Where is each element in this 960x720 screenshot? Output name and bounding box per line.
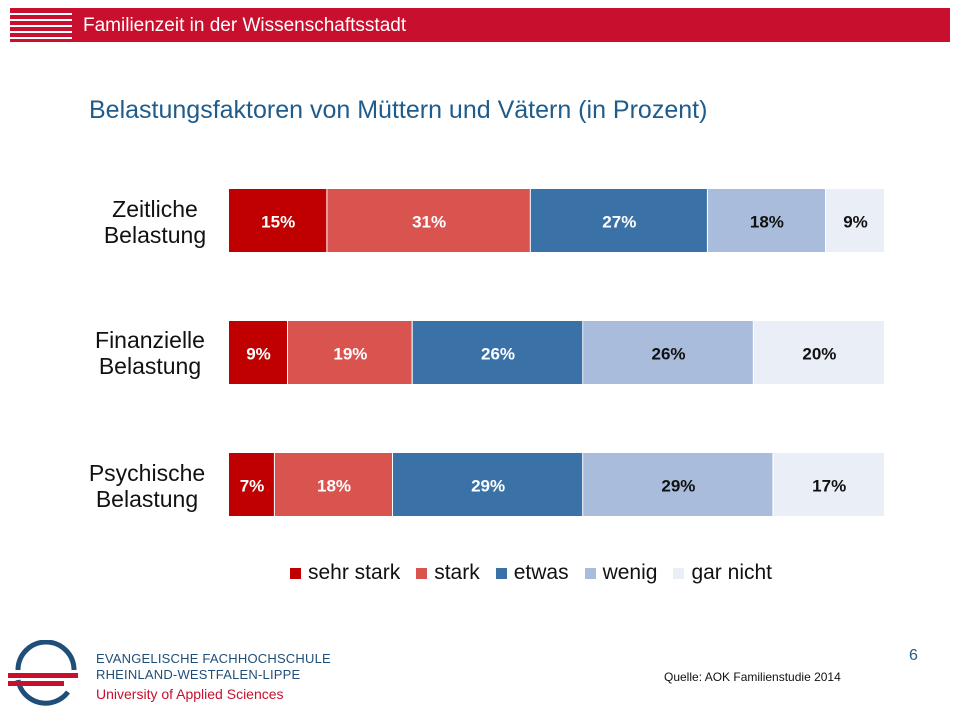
- bar-segment: [583, 321, 753, 384]
- bar-value-label: 17%: [812, 477, 846, 496]
- legend-swatch: [673, 567, 685, 579]
- bar-segment: [707, 189, 825, 252]
- bar-segment: [753, 321, 884, 384]
- legend-label: wenig: [602, 561, 658, 584]
- legend-item-gar-nicht: gar nicht: [673, 561, 772, 585]
- category-label-line: Psychische: [88, 460, 206, 486]
- bar-value-label: 29%: [661, 477, 695, 496]
- institution-name-line2: RHEINLAND-WESTFALEN-LIPPE: [96, 667, 301, 682]
- category-label-line: Belastung: [95, 486, 199, 512]
- bar-value-label: 20%: [802, 345, 836, 364]
- bar-value-label: 19%: [333, 345, 367, 364]
- legend-label: sehr stark: [308, 561, 401, 584]
- bar-value-label: 9%: [246, 345, 271, 364]
- header-lines-decoration: [10, 13, 72, 39]
- legend-item-sehr-stark: sehr stark: [290, 561, 400, 585]
- bar-segment: [288, 321, 412, 384]
- institution-name-line1: EVANGELISCHE FACHHOCHSCHULE: [96, 651, 331, 666]
- bar-value-label: 31%: [412, 213, 446, 232]
- category-label-finanziell: Finanzielle Belastung: [50, 327, 250, 379]
- header-bar: Familienzeit in der Wissenschaftsstadt: [10, 8, 950, 42]
- bar-segment: [393, 453, 583, 516]
- legend-swatch: [416, 567, 428, 579]
- bar-value-label: 18%: [750, 213, 784, 232]
- legend-label: stark: [434, 561, 480, 584]
- bar-segment: [229, 321, 287, 384]
- category-label-line: Zeitliche: [112, 196, 198, 222]
- category-label-line: Belastung: [98, 353, 202, 379]
- legend-swatch: [584, 567, 596, 579]
- institution-name-line3: University of Applied Sciences: [96, 686, 284, 702]
- bar-segment: [229, 189, 327, 252]
- bar-value-label: 27%: [602, 213, 636, 232]
- bar-segment: [826, 189, 884, 252]
- bar-segment: [274, 453, 392, 516]
- legend-swatch: [290, 567, 301, 579]
- institution-logo: [8, 640, 78, 706]
- bar-value-label: 26%: [481, 345, 515, 364]
- legend-item-stark: stark: [416, 561, 480, 585]
- bar-value-label: 29%: [471, 477, 505, 496]
- slide-title: Belastungsfaktoren von Müttern und Väter…: [89, 96, 708, 124]
- legend-item-wenig: wenig: [584, 561, 658, 585]
- legend-swatch: [495, 567, 507, 579]
- page-number: 6: [909, 647, 918, 664]
- bar-segment: [327, 189, 530, 252]
- bar-segment: [583, 453, 773, 516]
- bar-value-label: 7%: [240, 477, 265, 496]
- legend-label: etwas: [513, 561, 569, 584]
- bar-segment: [412, 321, 583, 384]
- bar-segment: [773, 453, 884, 516]
- bar-value-label: 9%: [843, 213, 868, 232]
- category-label-psychisch: Psychische Belastung: [47, 460, 247, 512]
- category-label-line: Belastung: [103, 222, 207, 248]
- header-title: Familienzeit in der Wissenschaftsstadt: [83, 15, 407, 36]
- legend-item-etwas: etwas: [495, 561, 569, 585]
- category-label-line: Finanzielle: [95, 327, 205, 353]
- bar-value-label: 18%: [317, 477, 351, 496]
- bar-segment: [530, 189, 707, 252]
- bar-segment: [229, 453, 274, 516]
- category-label-zeitlich: Zeitliche Belastung: [55, 196, 255, 248]
- legend-label: gar nicht: [691, 561, 772, 584]
- bar-value-label: 26%: [651, 345, 685, 364]
- source-note: Quelle: AOK Familienstudie 2014: [664, 670, 841, 684]
- chart-legend: sehr stark stark etwas wenig gar nicht: [290, 561, 788, 585]
- bar-value-label: 15%: [261, 213, 295, 232]
